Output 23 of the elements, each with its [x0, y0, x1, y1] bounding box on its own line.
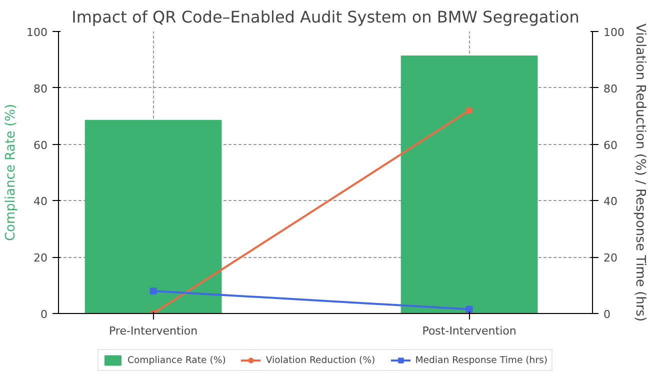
legend-label: Median Response Time (hrs)	[415, 354, 548, 366]
y-tick-label: 60	[34, 138, 48, 152]
y2-tick-label: 40	[604, 195, 618, 208]
y2-tick-label: 0	[604, 308, 610, 321]
x-tick-label: Pre-Intervention	[108, 324, 198, 338]
legend-label: Compliance Rate (%)	[127, 354, 226, 366]
x-tick-label: Post-Intervention	[422, 324, 516, 338]
y2-axis-title: Violation Reduction (%) / Response Time (hrs)	[632, 23, 648, 322]
y-tick-label: 40	[34, 195, 48, 208]
y-tick-label: 100	[26, 26, 48, 39]
legend-label: Violation Reduction (%)	[266, 354, 376, 366]
y-tick-label: 80	[34, 82, 48, 96]
point	[466, 306, 473, 313]
chart-title: Impact of QR Code–Enabled Audit System on BMW Segregation	[72, 8, 580, 26]
y2-tick-label: 80	[604, 82, 618, 96]
y2-tick-label: 20	[604, 252, 618, 265]
y2-tick-label: 100	[604, 26, 624, 39]
y-tick-label: 20	[34, 252, 48, 265]
y2-tick-label: 60	[604, 138, 618, 152]
y-axis-title: Compliance Rate (%)	[4, 104, 19, 242]
y-tick-label: 0	[40, 308, 48, 321]
point	[466, 106, 473, 114]
point	[150, 287, 157, 294]
